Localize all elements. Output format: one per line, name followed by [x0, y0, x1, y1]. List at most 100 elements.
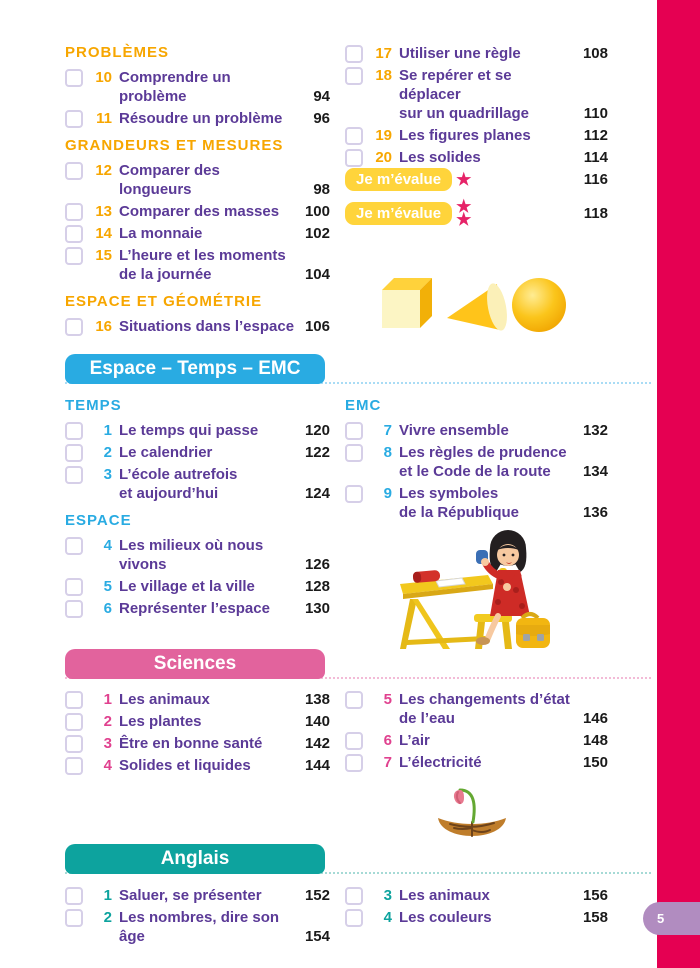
checkbox[interactable] [345, 691, 363, 709]
girl-at-desk-icon [400, 530, 550, 649]
checkbox[interactable] [345, 45, 363, 63]
item-page-number: 94 [313, 88, 330, 105]
checkbox[interactable] [65, 713, 83, 731]
checkbox[interactable] [65, 757, 83, 775]
toc-item: 3 Être en bonne santé 142 [65, 734, 330, 753]
checkbox[interactable] [65, 69, 83, 87]
toc-item: 12 Comparer des longueurs 98 [65, 161, 330, 199]
checkbox[interactable] [65, 162, 83, 180]
self-evaluation-row: Je m’évalue ★ ★ 118 [345, 197, 608, 229]
checkbox[interactable] [345, 127, 363, 145]
checkbox[interactable] [345, 67, 363, 85]
checkbox[interactable] [65, 203, 83, 221]
checkbox[interactable] [65, 537, 83, 555]
girl-at-desk-illustration [398, 522, 550, 650]
checkbox[interactable] [65, 887, 83, 905]
item-page-number: 130 [304, 600, 330, 617]
checkbox[interactable] [345, 909, 363, 927]
checkbox[interactable] [65, 600, 83, 618]
checkbox[interactable] [65, 422, 83, 440]
star-icon: ★ [456, 169, 472, 189]
item-page-number: 122 [304, 444, 330, 461]
item-label: Les nombres, dire son âge [119, 909, 280, 945]
sciences-left-column: 1 Les animaux 138 2 Les plantes 140 3 Être en b… [65, 690, 330, 778]
subsection-title: TEMPS [65, 397, 122, 414]
checkbox[interactable] [345, 887, 363, 905]
checkbox[interactable] [345, 422, 363, 440]
checkbox[interactable] [65, 110, 83, 128]
item-page-number: 102 [304, 225, 330, 242]
page-number: 5 [657, 911, 665, 926]
toc-item: 2 Les nombres, dire son âge 154 [65, 908, 330, 946]
checkbox[interactable] [345, 444, 363, 462]
item-page-number: 114 [583, 149, 608, 166]
item-label: Les solides [399, 149, 481, 166]
toc-item: 7 Vivre ensemble 132 [345, 421, 608, 440]
item-number: 11 [96, 110, 112, 127]
checkbox[interactable] [65, 247, 83, 265]
item-number: 4 [103, 537, 112, 554]
item-number: 1 [103, 422, 112, 439]
item-number: 2 [103, 713, 112, 730]
checkbox[interactable] [345, 732, 363, 750]
checkbox[interactable] [345, 149, 363, 167]
item-label: Les animaux [399, 887, 490, 904]
section-header-label: Anglais [160, 848, 230, 869]
checkbox[interactable] [65, 578, 83, 596]
toc-item: 20 Les solides 114 [345, 148, 608, 167]
item-number: 9 [383, 485, 392, 502]
item-number: 3 [383, 887, 392, 904]
toc-item: 13 Comparer des masses 100 [65, 202, 330, 221]
je-mevalue-badge[interactable]: Je m’évalue [345, 201, 453, 225]
checkbox[interactable] [65, 444, 83, 462]
item-page-number: 126 [304, 556, 330, 573]
item-number: 10 [95, 69, 112, 86]
item-number: 19 [375, 127, 392, 144]
checkbox[interactable] [65, 735, 83, 753]
toc-item: 4 Les couleurs 158 [345, 908, 608, 927]
item-number: 5 [383, 691, 392, 708]
item-page-number: 98 [313, 181, 330, 198]
toc-item: 7 L’électricité 150 [345, 753, 608, 772]
subsection-title: PROBLÈMES [65, 44, 170, 61]
subsection-title: EMC [345, 397, 382, 414]
toc-item: 5 Les changements d’état de l’eau 146 [345, 690, 608, 728]
item-label: L’heure et les moments de la journée [119, 247, 286, 283]
item-page-number: 110 [583, 105, 608, 122]
item-page-number: 150 [582, 754, 608, 771]
checkbox[interactable] [65, 225, 83, 243]
item-number: 7 [383, 422, 392, 439]
item-label: L’air [399, 732, 430, 749]
item-label: Les plantes [119, 713, 202, 730]
checkbox[interactable] [65, 318, 83, 336]
item-label: Les couleurs [399, 909, 492, 926]
item-number: 3 [103, 735, 112, 752]
section-divider-teal [65, 872, 651, 874]
je-mevalue-badge[interactable]: Je m’évalue [345, 167, 453, 191]
anglais-left-column: 1 Saluer, se présenter 152 2 Les nombres, di… [65, 886, 330, 949]
checkbox[interactable] [345, 754, 363, 772]
item-label: L’électricité [399, 754, 482, 771]
star-icon: ★ ★ [456, 197, 472, 229]
item-page-number: 116 [583, 170, 608, 188]
section-header-label: Sciences [153, 653, 237, 674]
checkbox[interactable] [345, 485, 363, 503]
toc-item: 8 Les règles de prudence et le Code de la … [345, 443, 608, 481]
section-header-espace-temps-emc: Espace – Temps – EMC [65, 354, 325, 384]
item-label: Comprendre un problème [119, 69, 231, 105]
item-page-number: 146 [582, 710, 608, 727]
item-label: Résoudre un problème [119, 110, 283, 127]
section-header-label: Espace – Temps – EMC [89, 358, 301, 379]
item-number: 6 [383, 732, 392, 749]
item-number: 2 [103, 909, 112, 926]
item-page-number: 140 [304, 713, 330, 730]
item-label: Saluer, se présenter [119, 887, 262, 904]
item-label: Les animaux [119, 691, 210, 708]
toc-item: 3 Les animaux 156 [345, 886, 608, 905]
checkbox[interactable] [65, 909, 83, 927]
item-number: 15 [95, 247, 112, 264]
checkbox[interactable] [65, 466, 83, 484]
solids-illustration [376, 272, 571, 334]
toc-item: 17 Utiliser une règle 108 [345, 44, 608, 63]
checkbox[interactable] [65, 691, 83, 709]
